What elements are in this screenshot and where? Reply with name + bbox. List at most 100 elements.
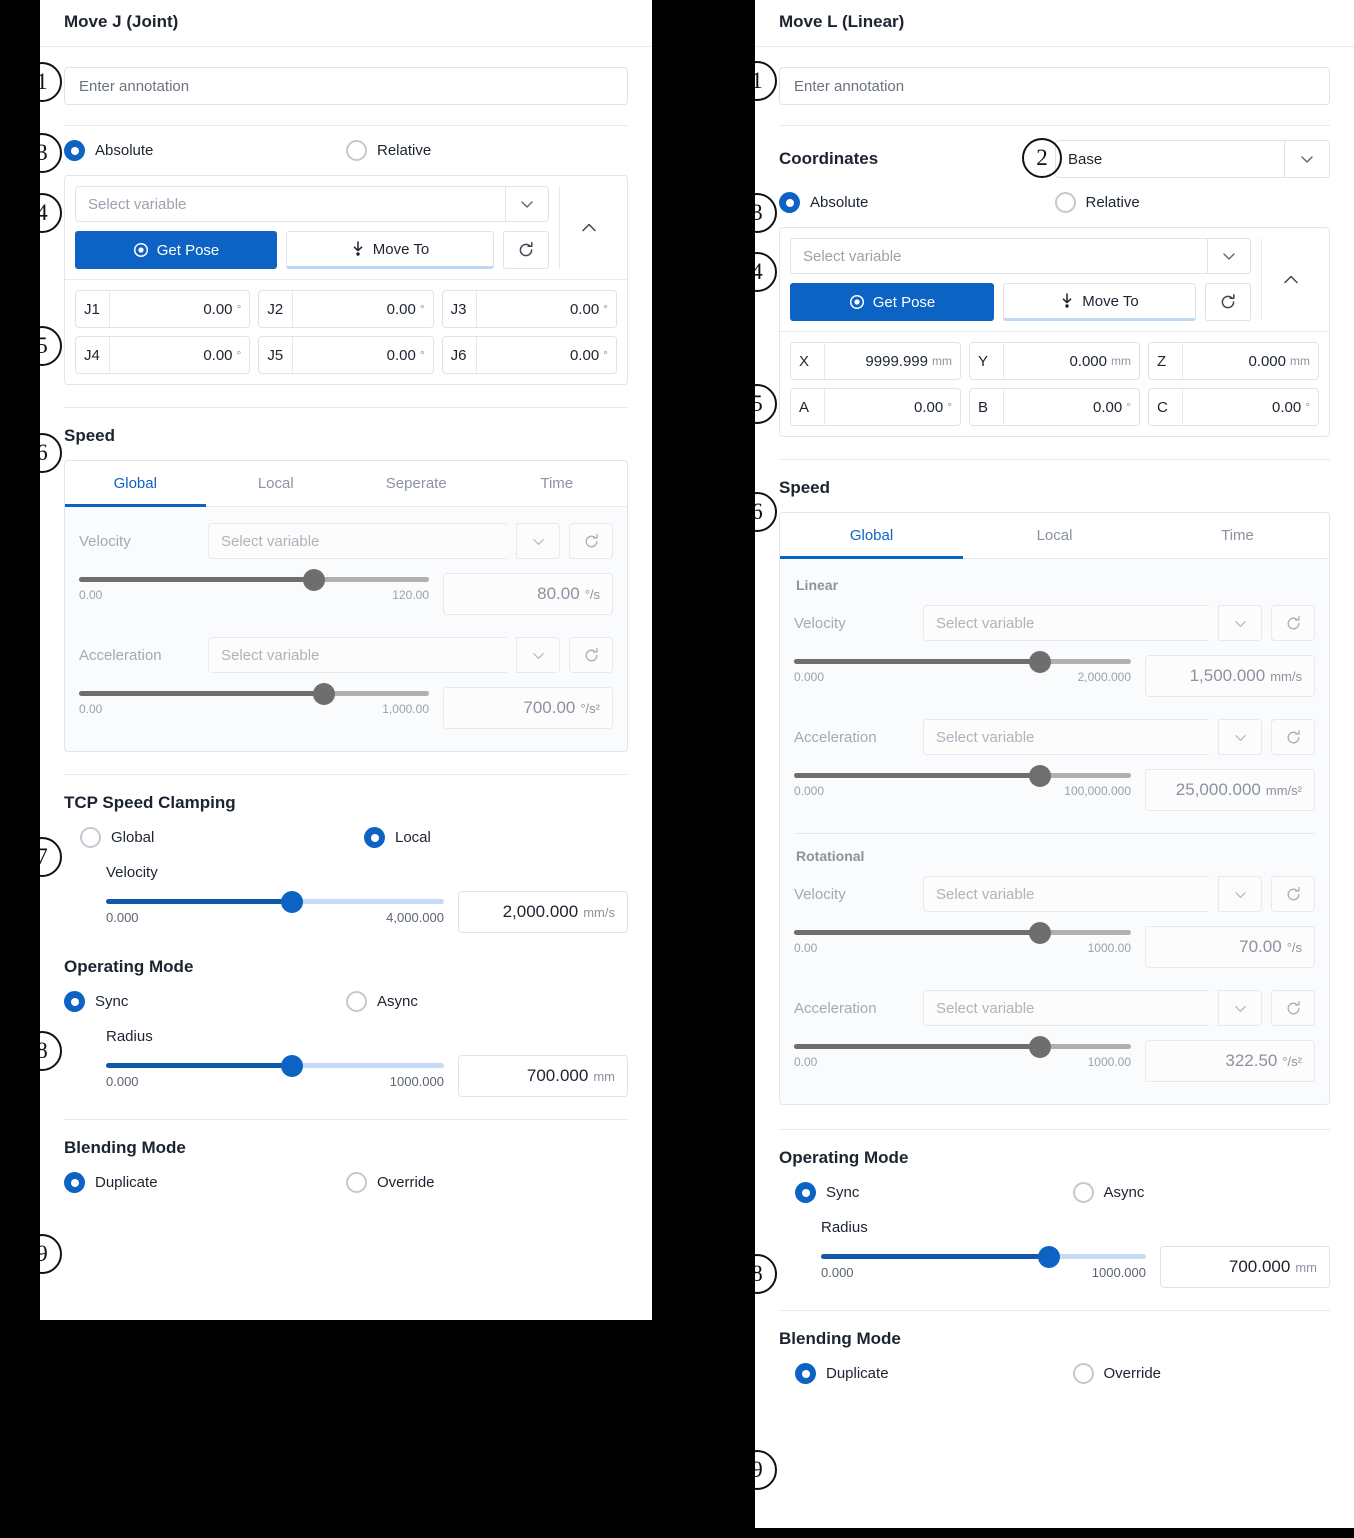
chevron-down-icon[interactable] bbox=[1218, 990, 1262, 1026]
tab-local[interactable]: Local bbox=[1036, 527, 1073, 544]
velocity-slider[interactable] bbox=[79, 568, 429, 591]
pose-field[interactable]: X 9999.999 mm bbox=[790, 342, 961, 380]
linear-acceleration-slider[interactable] bbox=[794, 764, 1131, 787]
move-to-button[interactable]: Move To bbox=[286, 231, 494, 269]
radio-sync[interactable]: Sync bbox=[64, 991, 346, 1012]
velocity-slider-thumb[interactable] bbox=[302, 568, 325, 591]
joint-value[interactable]: 0.00 ° bbox=[477, 337, 616, 373]
velocity-variable-select[interactable]: Select variable bbox=[208, 523, 507, 559]
linear-velocity-slider[interactable] bbox=[794, 650, 1131, 673]
radio-tcp-local[interactable]: Local bbox=[346, 827, 628, 848]
pose-field[interactable]: Z 0.000 mm bbox=[1148, 342, 1319, 380]
chevron-down-icon[interactable] bbox=[1218, 719, 1262, 755]
chevron-down-icon[interactable] bbox=[1207, 238, 1251, 274]
variable-select-input[interactable]: Select variable bbox=[75, 186, 505, 222]
radio-relative[interactable]: Relative bbox=[1054, 192, 1331, 213]
rotational-acceleration-variable-select[interactable]: Select variable bbox=[923, 990, 1209, 1026]
joint-value[interactable]: 0.00 ° bbox=[477, 291, 616, 327]
pose-field[interactable]: B 0.00 ° bbox=[969, 388, 1140, 426]
joint-value[interactable]: 0.00 ° bbox=[110, 291, 249, 327]
refresh-icon[interactable] bbox=[569, 523, 613, 559]
rotational-acceleration-slider[interactable] bbox=[794, 1035, 1131, 1058]
rotational-velocity-slider[interactable] bbox=[794, 921, 1131, 944]
linear-velocity-slider-thumb[interactable] bbox=[1029, 650, 1051, 673]
linear-acceleration-variable-select[interactable]: Select variable bbox=[923, 719, 1209, 755]
chevron-down-icon[interactable] bbox=[1218, 876, 1262, 912]
chevron-down-icon[interactable] bbox=[516, 523, 560, 559]
acceleration-slider[interactable] bbox=[79, 682, 429, 705]
rotational-velocity-slider-thumb[interactable] bbox=[1029, 921, 1051, 944]
radio-duplicate[interactable]: Duplicate bbox=[64, 1172, 346, 1193]
joint-value[interactable]: 0.00 ° bbox=[293, 337, 432, 373]
radius-value-box[interactable]: 700.000 mm bbox=[458, 1055, 628, 1097]
chevron-down-icon[interactable] bbox=[1218, 605, 1262, 641]
radius-slider-thumb[interactable] bbox=[280, 1054, 303, 1077]
rotational-acceleration-value-box[interactable]: 322.50 °/s² bbox=[1145, 1040, 1315, 1082]
chevron-up-icon[interactable] bbox=[1261, 238, 1319, 321]
linear-acceleration-value-box[interactable]: 25,000.000 mm/s² bbox=[1145, 769, 1315, 811]
radio-async[interactable]: Async bbox=[346, 991, 628, 1012]
joint-field[interactable]: J4 0.00 ° bbox=[75, 336, 251, 374]
radio-async[interactable]: Async bbox=[1055, 1182, 1331, 1203]
velocity-value-box[interactable]: 80.00 °/s bbox=[443, 573, 613, 615]
pose-value[interactable]: 0.000 mm bbox=[1004, 343, 1139, 379]
joint-value[interactable]: 0.00 ° bbox=[110, 337, 249, 373]
tab-local[interactable]: Local bbox=[257, 475, 294, 492]
move-to-button[interactable]: Move To bbox=[1003, 283, 1196, 321]
radius-value-box[interactable]: 700.000 mm bbox=[1160, 1246, 1330, 1288]
rotational-velocity-value-box[interactable]: 70.00 °/s bbox=[1145, 926, 1315, 968]
tab-time[interactable]: Time bbox=[540, 475, 574, 492]
radio-override[interactable]: Override bbox=[1055, 1363, 1331, 1384]
joint-field[interactable]: J5 0.00 ° bbox=[258, 336, 434, 374]
acceleration-variable-select[interactable]: Select variable bbox=[208, 637, 507, 673]
acceleration-slider-thumb[interactable] bbox=[313, 682, 335, 705]
tcp-velocity-value-box[interactable]: 2,000.000 mm/s bbox=[458, 891, 628, 933]
pose-field[interactable]: A 0.00 ° bbox=[790, 388, 961, 426]
tab-global[interactable]: Global bbox=[65, 461, 206, 507]
annotation-input[interactable]: Enter annotation bbox=[779, 67, 1330, 105]
refresh-icon[interactable] bbox=[1271, 876, 1315, 912]
get-pose-button[interactable]: Get Pose bbox=[790, 283, 994, 321]
radio-sync[interactable]: Sync bbox=[779, 1182, 1055, 1203]
radio-relative[interactable]: Relative bbox=[346, 140, 628, 161]
pose-value[interactable]: 0.00 ° bbox=[1004, 389, 1139, 425]
refresh-icon[interactable] bbox=[569, 637, 613, 673]
linear-velocity-variable-select[interactable]: Select variable bbox=[923, 605, 1209, 641]
refresh-icon[interactable] bbox=[1271, 719, 1315, 755]
refresh-icon[interactable] bbox=[1205, 283, 1251, 321]
radio-override[interactable]: Override bbox=[346, 1172, 628, 1193]
chevron-down-icon[interactable] bbox=[516, 637, 560, 673]
pose-value[interactable]: 0.00 ° bbox=[825, 389, 960, 425]
joint-field[interactable]: J3 0.00 ° bbox=[441, 290, 617, 328]
refresh-icon[interactable] bbox=[1271, 605, 1315, 641]
acceleration-value-box[interactable]: 700.00 °/s² bbox=[443, 687, 613, 729]
variable-select-input[interactable]: Select variable bbox=[790, 238, 1207, 274]
joint-field[interactable]: J2 0.00 ° bbox=[258, 290, 434, 328]
pose-value[interactable]: 9999.999 mm bbox=[825, 343, 960, 379]
tab-time[interactable]: Time bbox=[1221, 527, 1254, 544]
tcp-velocity-slider[interactable] bbox=[106, 890, 444, 913]
get-pose-button[interactable]: Get Pose bbox=[75, 231, 277, 269]
radio-duplicate[interactable]: Duplicate bbox=[779, 1363, 1055, 1384]
radio-absolute[interactable]: Absolute bbox=[64, 140, 346, 161]
refresh-icon[interactable] bbox=[1271, 990, 1315, 1026]
linear-velocity-value-box[interactable]: 1,500.000 mm/s bbox=[1145, 655, 1315, 697]
chevron-down-icon[interactable] bbox=[1284, 140, 1330, 178]
joint-field[interactable]: J6 0.00 ° bbox=[441, 336, 617, 374]
pose-field[interactable]: C 0.00 ° bbox=[1148, 388, 1319, 426]
tab-seperate[interactable]: Seperate bbox=[385, 475, 447, 492]
radio-absolute[interactable]: Absolute bbox=[779, 192, 1055, 213]
pose-value[interactable]: 0.00 ° bbox=[1183, 389, 1318, 425]
joint-field[interactable]: J1 0.00 ° bbox=[75, 290, 251, 328]
pose-field[interactable]: Y 0.000 mm bbox=[969, 342, 1140, 380]
radio-tcp-global[interactable]: Global bbox=[64, 827, 346, 848]
rotational-velocity-variable-select[interactable]: Select variable bbox=[923, 876, 1209, 912]
rotational-acceleration-slider-thumb[interactable] bbox=[1029, 1035, 1051, 1058]
refresh-icon[interactable] bbox=[503, 231, 549, 269]
tcp-velocity-slider-thumb[interactable] bbox=[280, 890, 303, 913]
radius-slider[interactable] bbox=[821, 1245, 1146, 1268]
tab-global[interactable]: Global bbox=[780, 513, 963, 559]
joint-value[interactable]: 0.00 ° bbox=[293, 291, 432, 327]
chevron-down-icon[interactable] bbox=[505, 186, 549, 222]
coordinates-select[interactable]: Base bbox=[1055, 140, 1284, 178]
